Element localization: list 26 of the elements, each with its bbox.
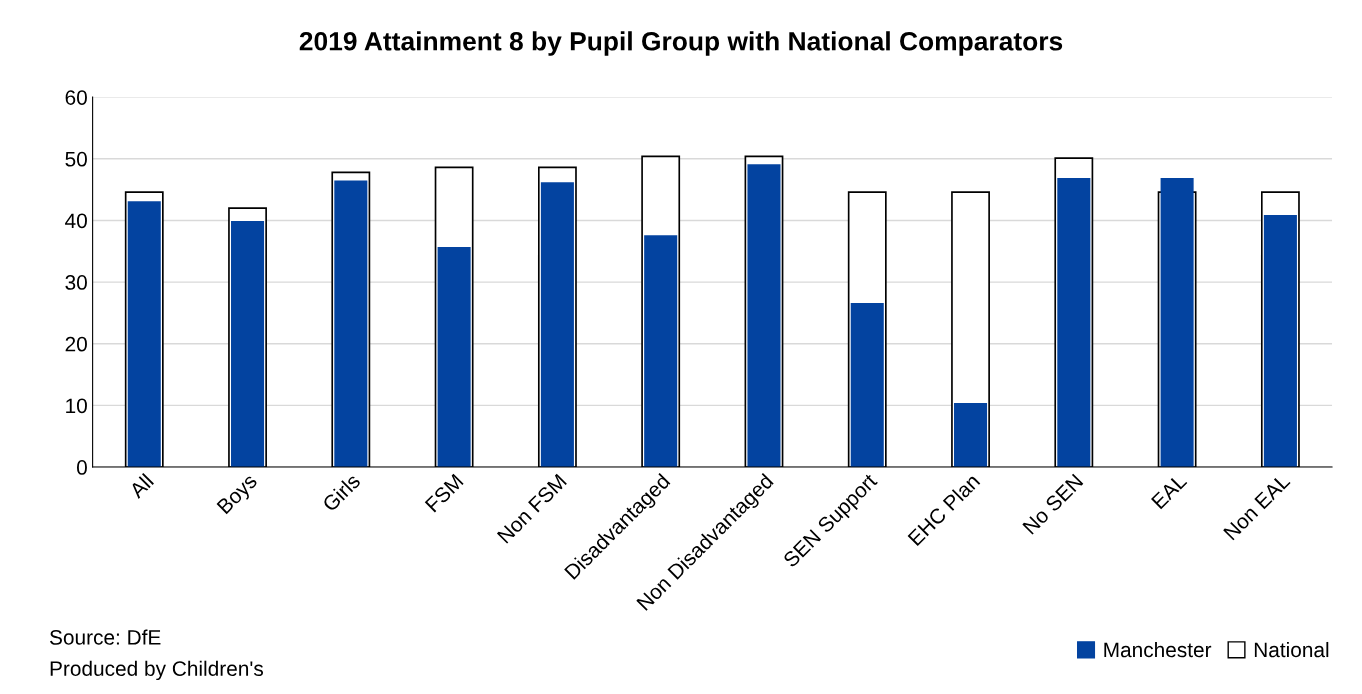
y-tick-label: 30 <box>65 275 87 290</box>
bar <box>540 182 574 468</box>
x-tick-label: EAL <box>1151 472 1188 510</box>
bar <box>644 235 678 468</box>
y-tick-label: 20 <box>65 336 87 352</box>
x-tick-label: Non EAL <box>1223 472 1291 541</box>
x-tick-label: All <box>127 472 154 499</box>
legend-label: National <box>1254 641 1329 658</box>
bar <box>231 221 265 468</box>
bar <box>850 303 884 468</box>
bar <box>437 246 471 468</box>
bar <box>954 402 988 468</box>
chart-title: 2019 Attainment 8 by Pupil Group with National Comparators <box>299 31 1063 56</box>
y-tick-label: 10 <box>66 398 87 414</box>
legend-label: Manchester <box>1104 641 1212 658</box>
bar <box>127 201 161 468</box>
y-tick-label: 0 <box>76 460 87 475</box>
text: Produced by Children's <box>50 660 264 681</box>
x-tick-label: Girls <box>321 472 362 513</box>
y-tick-label: 50 <box>65 151 87 167</box>
source-note: Source: DfE <box>49 629 161 645</box>
bar <box>1160 177 1194 468</box>
bar <box>1057 177 1091 468</box>
bar <box>1263 214 1297 468</box>
y-tick-label: 40 <box>65 213 87 229</box>
y-tick-label: 60 <box>65 90 87 105</box>
